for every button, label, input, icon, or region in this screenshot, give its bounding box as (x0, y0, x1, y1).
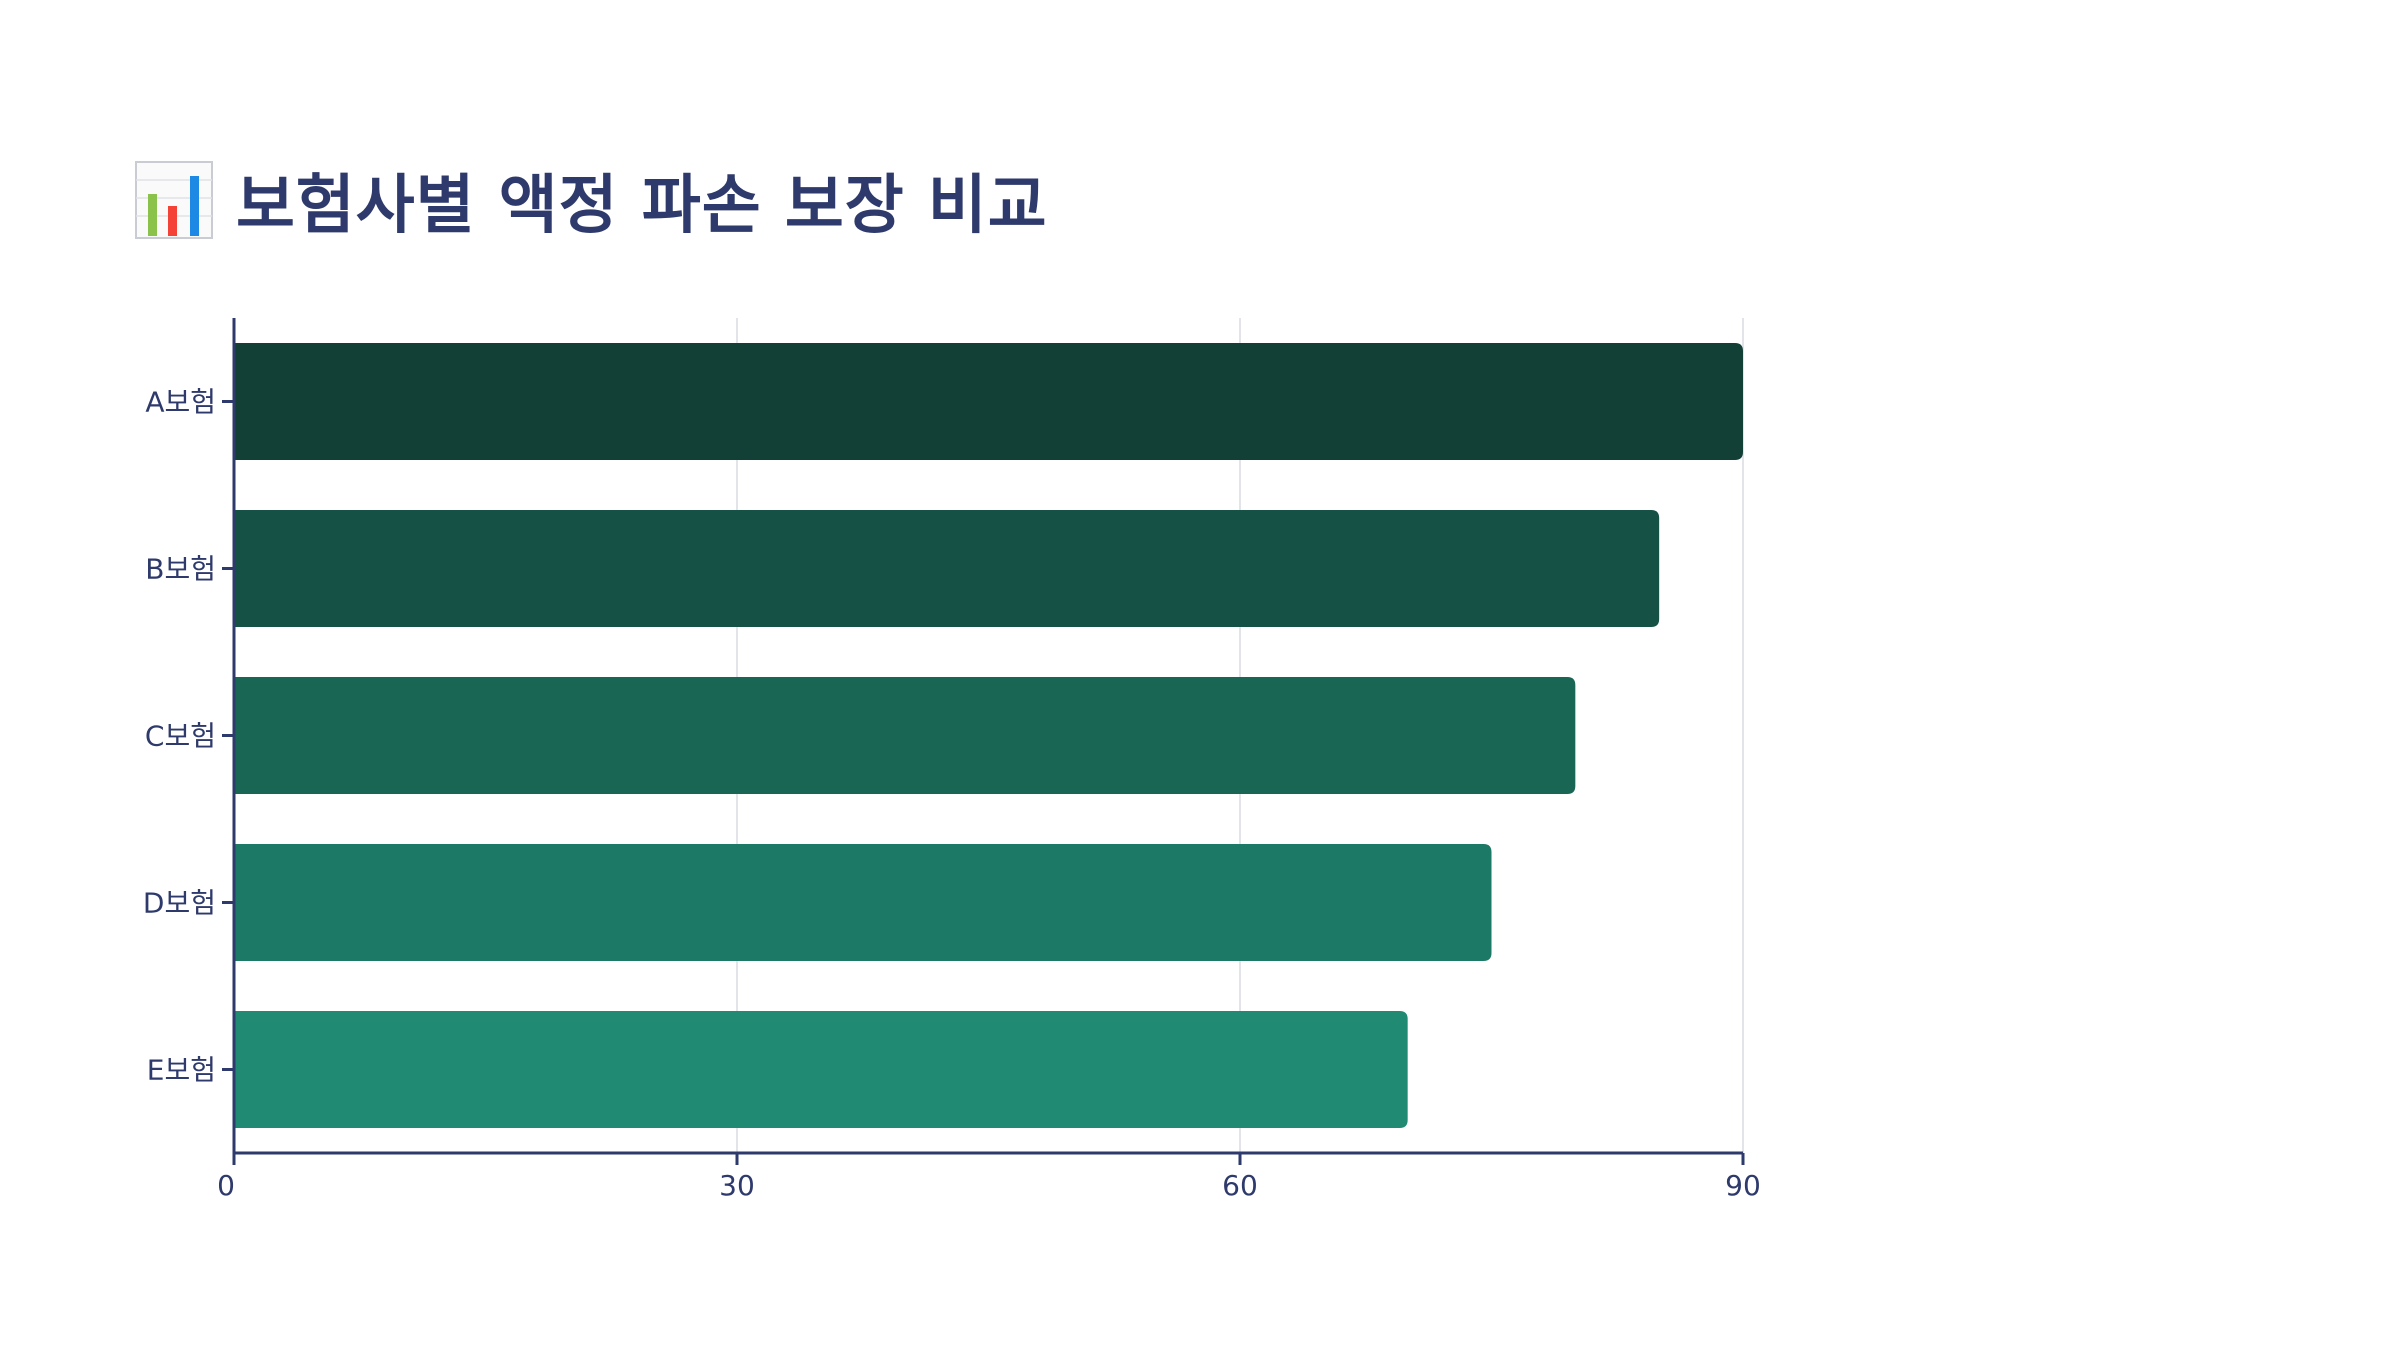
bar-A보험 (234, 343, 1743, 460)
y-tick-label: B보험 (145, 553, 216, 586)
chart-title-row: 보험사별 액정 파손 보장 비교 (134, 150, 1048, 250)
page-title: 보험사별 액정 파손 보장 비교 (236, 169, 1048, 243)
tick-labels: 0 30 60 90 A보험 B보험 C보험 D보험 E보험 (143, 386, 1761, 1203)
x-tick-label: 90 (1725, 1169, 1761, 1202)
bar-chart-icon (135, 161, 213, 239)
y-tick-label: E보험 (147, 1054, 216, 1087)
y-tick-label: C보험 (145, 720, 216, 753)
bar-B보험 (234, 510, 1660, 627)
bar-C보험 (234, 677, 1576, 794)
bar-E보험 (234, 1011, 1408, 1128)
x-tick-label: 30 (719, 1169, 755, 1202)
y-tick-label: A보험 (145, 386, 216, 419)
bar-D보험 (234, 844, 1492, 961)
axes (222, 318, 1745, 1165)
x-tick-label: 0 (217, 1169, 235, 1202)
x-tick-label: 60 (1222, 1169, 1258, 1202)
bars (234, 343, 1743, 1128)
y-tick-label: D보험 (143, 887, 216, 920)
